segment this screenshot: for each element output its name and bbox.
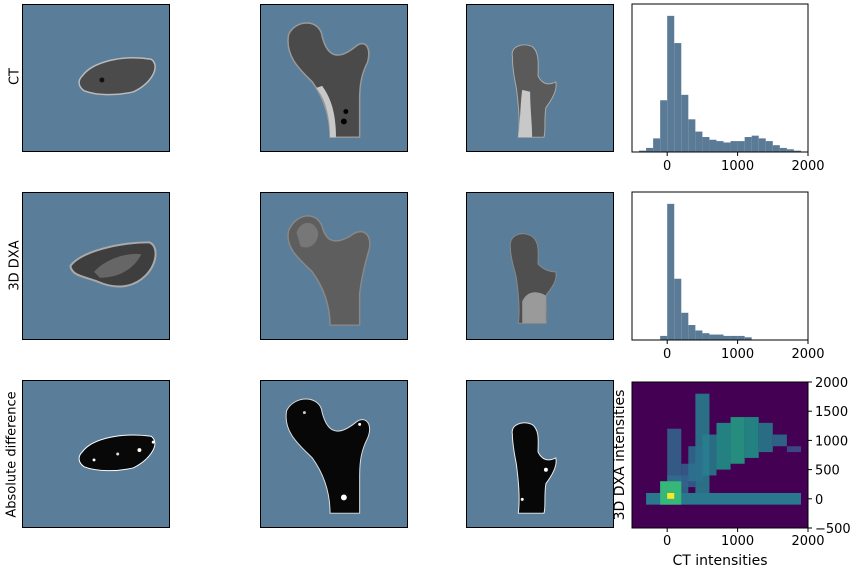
heatmap-cell: [758, 422, 773, 453]
histogram-bar: [779, 147, 787, 152]
heatmap-cell: [786, 446, 801, 453]
histogram-bar: [667, 203, 675, 340]
histogram-bar: [723, 142, 731, 152]
y-tick-label: 0: [815, 493, 823, 508]
heatmap-cell: [667, 475, 682, 499]
histogram-bar: [772, 145, 780, 152]
ct-sagittal-slice: [466, 4, 614, 152]
x-tick-label: 1000: [721, 534, 754, 549]
heatmap-cell: [772, 434, 787, 447]
histogram-bar: [786, 149, 794, 152]
ct-axial-slice: [22, 4, 170, 152]
y-tick-label: 500: [815, 464, 840, 479]
histogram-bar: [744, 137, 752, 152]
histogram-bar: [695, 330, 703, 340]
diff-sagittal-slice: [466, 380, 614, 528]
x-tick-label: 0: [663, 534, 671, 549]
histogram-bar: [758, 138, 766, 152]
diff-coronal-slice: [260, 380, 408, 528]
histogram-frame: [631, 3, 809, 153]
histogram-bar: [709, 139, 717, 152]
x-tick-label: 2000: [791, 534, 824, 549]
histogram-bar: [716, 334, 724, 340]
histogram-bar: [737, 141, 745, 152]
heatmap-peak: [667, 492, 675, 499]
dxa-sagittal-slice: [466, 192, 614, 340]
heatmap-cell: [688, 446, 703, 482]
y-axis-label: 3D DXA intensities: [612, 390, 628, 521]
histogram-bar: [695, 131, 703, 152]
heatmap-cell: [667, 428, 682, 499]
heatmap-frame: [631, 381, 809, 529]
histogram-bar: [660, 335, 668, 340]
histogram-bar: [674, 43, 682, 152]
histogram-bar: [702, 333, 710, 340]
y-tick-label: −500: [815, 522, 851, 537]
histogram-bar: [681, 94, 689, 152]
histogram-bar: [646, 147, 654, 152]
ct-coronal-slice: [260, 4, 408, 152]
heatmap-cell: [660, 481, 675, 499]
heatmap-cell: [744, 417, 759, 458]
histogram-bar: [751, 135, 759, 152]
heatmap-background: [632, 382, 808, 528]
histogram-bar: [730, 335, 738, 340]
x-tick-label: 2000: [791, 159, 824, 174]
heatmap-cell: [660, 492, 675, 505]
heatmap-cell: [716, 422, 731, 470]
histogram-bar: [681, 312, 689, 340]
heatmap-cell: [702, 434, 717, 476]
histogram-bar: [716, 141, 724, 152]
x-tick-label: 0: [663, 159, 671, 174]
x-tick-label: 2000: [791, 347, 824, 362]
histogram-bar: [709, 334, 717, 340]
histogram-bar: [674, 278, 682, 340]
histogram-bar: [793, 150, 801, 152]
y-tick-label: 1000: [815, 434, 848, 449]
histogram-bar: [688, 119, 696, 152]
x-tick-label: 1000: [721, 159, 754, 174]
heatmap-cell-high: [660, 481, 682, 505]
heatmap-cell: [730, 417, 745, 464]
histogram-bar: [653, 138, 661, 152]
histogram-bar: [702, 137, 710, 152]
histogram-bar: [730, 141, 738, 152]
x-tick-label: 0: [663, 347, 671, 362]
row-label-ct: CT: [7, 67, 23, 86]
heatmap-cell: [681, 463, 696, 488]
dxa-coronal-slice: [260, 192, 408, 340]
diff-axial-slice: [22, 380, 170, 528]
dxa-axial-slice: [22, 192, 170, 340]
x-axis-label: CT intensities: [673, 553, 768, 569]
row-label-3d-dxa: 3D DXA: [7, 240, 23, 291]
y-tick-label: 1500: [815, 405, 848, 420]
x-tick-label: 1000: [721, 347, 754, 362]
y-tick-label: 2000: [815, 376, 848, 391]
histogram-bar: [667, 15, 675, 153]
heatmap-cell: [695, 393, 710, 499]
histogram-bar: [744, 337, 752, 340]
heatmap-cell: [674, 475, 689, 493]
histogram-bar: [723, 335, 731, 340]
histogram-bar: [765, 141, 773, 152]
histogram-bar: [688, 325, 696, 340]
histogram-frame: [631, 191, 809, 341]
histogram-bar: [737, 335, 745, 340]
histogram-bar: [660, 100, 668, 152]
row-label-absolute-difference: Absolute difference: [4, 391, 20, 518]
histogram-bar: [639, 150, 647, 152]
heatmap-band: [646, 492, 801, 505]
